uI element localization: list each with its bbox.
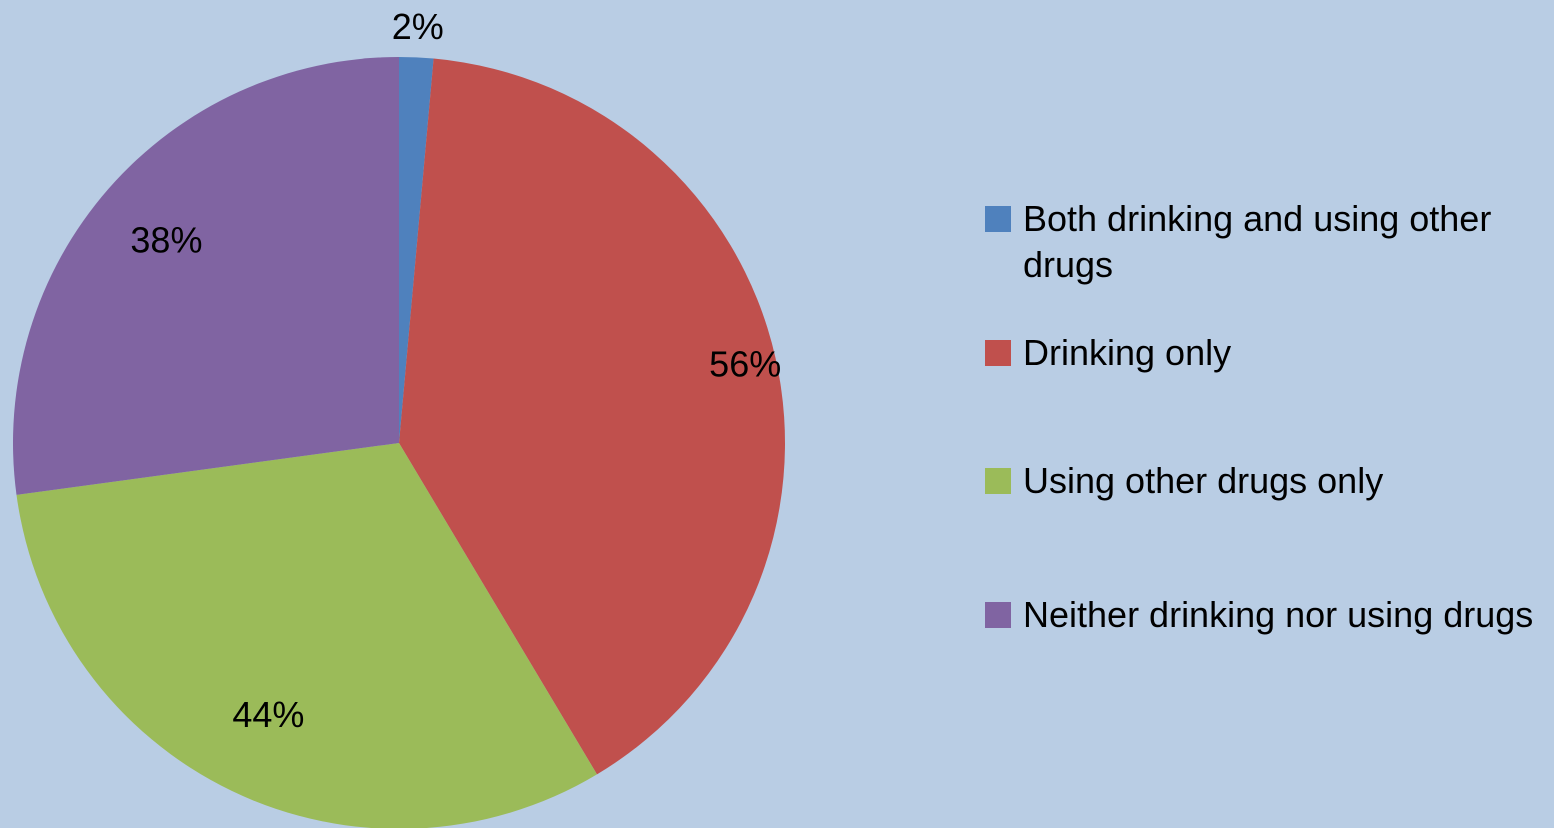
legend-swatch-drugs-only [985, 468, 1011, 494]
data-label-drinking-only: 56% [709, 343, 781, 384]
legend-item-drinking-only: Drinking only [985, 330, 1543, 376]
pie-data-labels: 2% 56% 44% 38% [130, 6, 781, 735]
legend-item-drugs-only: Using other drugs only [985, 458, 1543, 504]
legend-swatch-drinking-only [985, 340, 1011, 366]
legend-swatch-both [985, 206, 1011, 232]
data-label-both: 2% [392, 6, 444, 47]
pie-slice-drugs-only [16, 443, 597, 828]
pie-slice-drinking-only [399, 58, 785, 775]
legend-item-neither: Neither drinking nor using drugs [985, 592, 1543, 638]
data-label-neither: 38% [130, 219, 202, 260]
legend-label-drugs-only: Using other drugs only [1023, 460, 1384, 501]
pie-slice-neither [12, 57, 399, 495]
legend-label-neither: Neither drinking nor using drugs [1023, 594, 1534, 635]
pie-slices [12, 57, 785, 828]
legend-swatch-neither [985, 602, 1011, 628]
pie-slice-both [399, 57, 434, 443]
legend-item-both: Both drinking and using other drugs [985, 196, 1543, 288]
legend-label-drinking-only: Drinking only [1023, 332, 1232, 373]
data-label-drugs-only: 44% [232, 694, 304, 735]
legend-label-both: Both drinking and using other drugs [1023, 198, 1492, 285]
